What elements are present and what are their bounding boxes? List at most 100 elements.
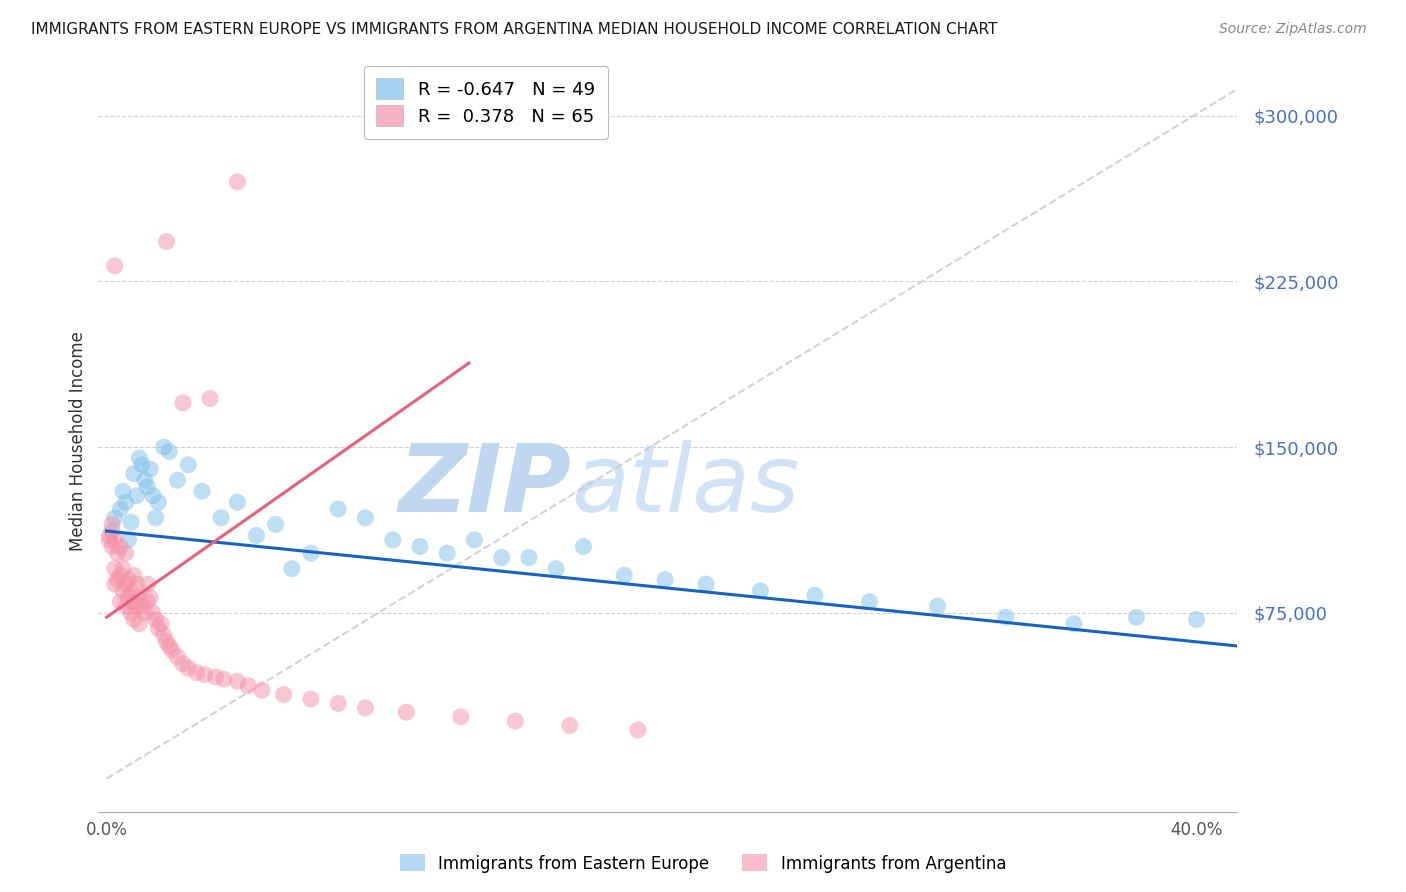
Point (299, 546, 322, 560)
Point (148, 495, 170, 509)
Point (157, 444, 180, 458)
Point (136, 595, 159, 609)
Point (98, 528, 121, 542)
Point (264, 517, 287, 532)
Legend: R = -0.647   N = 49, R =  0.378   N = 65: R = -0.647 N = 49, R = 0.378 N = 65 (364, 66, 607, 139)
Point (117, 533, 139, 547)
Point (114, 546, 136, 560)
Point (148, 621, 170, 635)
Point (749, 583, 772, 598)
Point (654, 573, 676, 587)
Point (111, 561, 134, 575)
Text: Source: ZipAtlas.com: Source: ZipAtlas.com (1219, 22, 1367, 37)
Point (226, 674, 249, 689)
Point (117, 591, 139, 605)
Text: IMMIGRANTS FROM EASTERN EUROPE VS IMMIGRANTS FROM ARGENTINA MEDIAN HOUSEHOLD INC: IMMIGRANTS FROM EASTERN EUROPE VS IMMIGR… (31, 22, 997, 37)
Point (128, 451, 150, 466)
Point (125, 599, 148, 614)
Point (695, 577, 717, 591)
Point (104, 510, 127, 524)
Point (136, 480, 159, 494)
Point (128, 616, 150, 631)
Point (328, 502, 350, 516)
Point (104, 561, 127, 575)
Point (155, 634, 177, 648)
Point (204, 670, 226, 684)
Point (107, 573, 129, 587)
Point (194, 667, 217, 681)
Point (120, 515, 142, 529)
Point (328, 697, 350, 711)
Point (1125, 610, 1147, 624)
Text: atlas: atlas (571, 441, 799, 532)
Point (436, 546, 458, 560)
Point (546, 561, 568, 575)
Point (101, 524, 124, 538)
Point (136, 577, 159, 591)
Point (98, 533, 121, 547)
Point (186, 665, 208, 680)
Point (104, 533, 127, 547)
Point (104, 577, 127, 591)
Point (125, 489, 148, 503)
Point (166, 650, 188, 665)
Point (107, 546, 129, 560)
Point (177, 458, 200, 472)
Point (125, 577, 148, 591)
Point (226, 495, 249, 509)
Point (409, 540, 432, 554)
Point (281, 561, 304, 575)
Point (142, 489, 165, 503)
Point (177, 661, 200, 675)
Point (114, 495, 136, 509)
Point (153, 440, 176, 454)
Point (122, 568, 145, 582)
Point (122, 467, 145, 481)
Point (101, 540, 124, 554)
Point (927, 599, 949, 614)
Point (858, 595, 880, 609)
Point (354, 701, 377, 715)
Point (517, 550, 540, 565)
Point (273, 688, 295, 702)
Point (114, 599, 136, 614)
Point (117, 573, 139, 587)
Point (450, 709, 472, 723)
Point (139, 462, 162, 476)
Point (558, 718, 581, 732)
Point (572, 540, 595, 554)
Point (613, 568, 636, 582)
Legend: Immigrants from Eastern Europe, Immigrants from Argentina: Immigrants from Eastern Europe, Immigran… (394, 847, 1012, 880)
Point (120, 606, 142, 620)
Point (166, 473, 188, 487)
Point (198, 392, 221, 406)
Point (111, 484, 134, 499)
Point (131, 599, 153, 614)
Point (110, 595, 132, 609)
Point (120, 583, 142, 598)
Point (994, 610, 1017, 624)
Y-axis label: Median Household Income: Median Household Income (69, 332, 87, 551)
Point (299, 692, 322, 706)
Point (110, 568, 132, 582)
Point (226, 175, 249, 189)
Point (134, 473, 156, 487)
Point (172, 396, 194, 410)
Point (122, 612, 145, 626)
Point (110, 502, 132, 516)
Point (155, 235, 177, 249)
Point (381, 533, 404, 547)
Point (145, 510, 167, 524)
Point (114, 577, 136, 591)
Point (503, 714, 526, 728)
Point (1185, 612, 1208, 626)
Point (122, 595, 145, 609)
Point (627, 723, 650, 737)
Point (101, 517, 124, 532)
Point (111, 583, 134, 598)
Point (354, 510, 377, 524)
Point (139, 591, 162, 605)
Point (212, 672, 235, 686)
Point (150, 616, 173, 631)
Point (238, 679, 260, 693)
